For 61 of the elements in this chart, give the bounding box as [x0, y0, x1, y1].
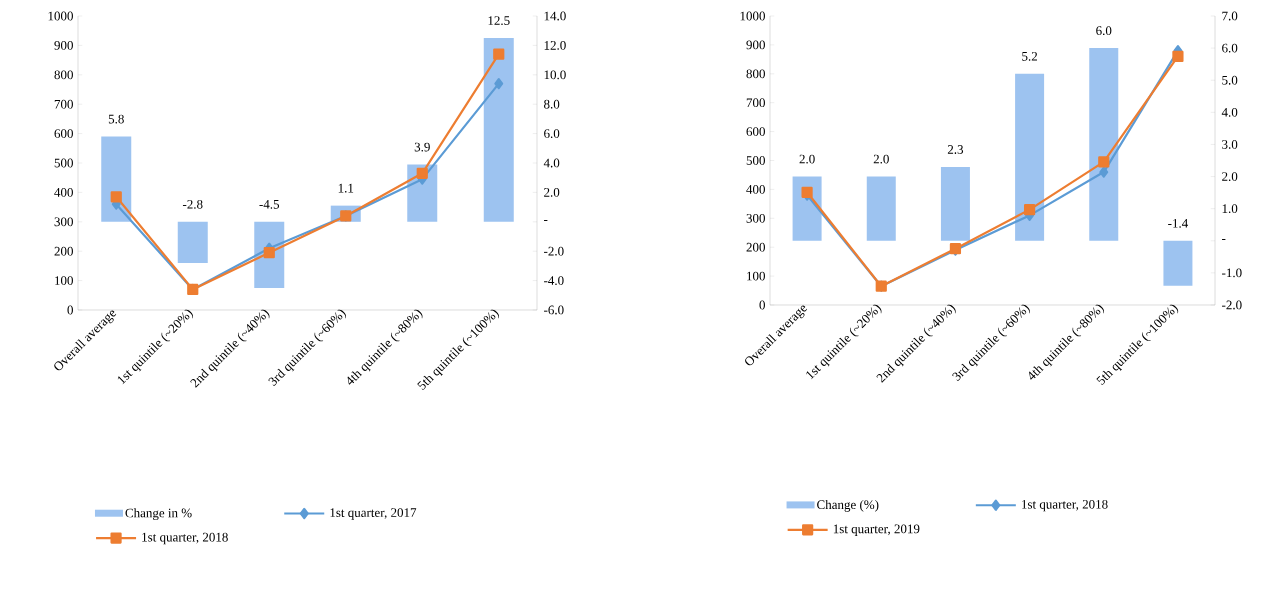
data-label: 3.9: [414, 142, 430, 152]
y-tick-label: 300: [54, 217, 73, 227]
data-label: 6.0: [1096, 26, 1112, 36]
legend-label: 1st quarter, 2019: [833, 524, 920, 536]
y-tick-label: 800: [54, 70, 73, 80]
y-tick-label: 900: [746, 40, 765, 50]
data-label: 2.0: [799, 154, 815, 164]
y-tick-label: 1000: [740, 11, 765, 21]
y2-tick-label: 10.0: [544, 70, 566, 80]
y2-tick-label: 4.0: [543, 158, 560, 168]
y2-tick-label: 8.0: [544, 99, 560, 109]
y-tick-label: 400: [746, 185, 765, 194]
y-tick-label: 400: [54, 188, 73, 197]
data-label: -1.4: [1168, 219, 1189, 228]
y-tick-label: 700: [746, 98, 765, 108]
y2-tick-label: 2.0: [544, 187, 560, 197]
y2-tick-label: 4.0: [1221, 107, 1238, 117]
y-tick-label: 800: [746, 69, 765, 79]
y2-tick-label: 7.0: [1222, 11, 1238, 21]
y2-tick-label: -4.0: [544, 276, 564, 286]
y2-tick-label: 5.0: [1222, 75, 1238, 85]
data-label: 5.8: [108, 114, 124, 124]
data-label: 2.0: [873, 154, 889, 164]
y2-tick-label: 12.0: [544, 40, 566, 50]
y2-tick-label: 6.0: [544, 129, 560, 139]
y-tick-label: 900: [54, 41, 73, 50]
y-tick-label: 600: [54, 129, 73, 138]
y-tick-label: 200: [54, 246, 73, 256]
y-tick-label: 500: [54, 158, 73, 168]
y2-tick-label: -2.0: [1222, 300, 1242, 310]
data-label: 12.5: [488, 16, 510, 26]
legend-label: 1st quarter, 2018: [1022, 499, 1108, 512]
data-label: 5.2: [1022, 51, 1037, 61]
y2-tick-label: 14.0: [544, 11, 566, 21]
y-tick-label: 500: [746, 156, 765, 165]
data-label: -4.5: [259, 200, 280, 209]
y2-tick-label: 2.0: [1222, 172, 1238, 181]
y-tick-label: 100: [747, 271, 765, 281]
y2-tick-label: -: [544, 220, 548, 221]
legend-label: 1st quarter, 2017: [330, 508, 417, 520]
y-tick-label: 0: [759, 300, 765, 310]
y2-tick-label: -: [1222, 239, 1226, 240]
y2-tick-label: -2.0: [544, 246, 564, 256]
legend-label: Change in %: [125, 508, 192, 521]
y-tick-label: 300: [746, 213, 765, 223]
data-label: -2.8: [182, 199, 203, 209]
y-tick-label: 0: [67, 305, 73, 315]
y2-tick-label: 1.0: [1222, 204, 1238, 214]
y-tick-label: 100: [55, 276, 73, 285]
data-label: 2.3: [947, 145, 964, 154]
legend-label: 1st quarter, 2018: [142, 532, 228, 545]
y2-tick-label: -6.0: [544, 305, 564, 315]
data-label: 1.1: [338, 183, 354, 193]
legend-label: Change (%): [817, 499, 879, 512]
y-tick-label: 700: [54, 99, 73, 109]
y2-tick-label: 6.0: [1222, 43, 1238, 53]
y-tick-label: 1000: [48, 11, 73, 21]
y-tick-label: 600: [746, 127, 765, 136]
y2-tick-label: -1.0: [1222, 268, 1242, 278]
y-tick-label: 200: [746, 242, 765, 252]
y2-tick-label: 3.0: [1222, 140, 1238, 149]
